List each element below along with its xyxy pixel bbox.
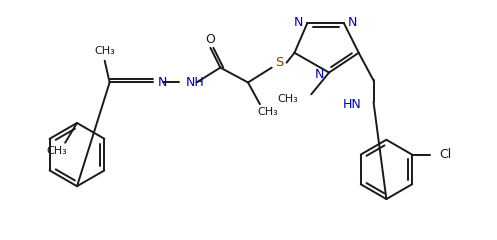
Text: NH: NH [186,76,204,89]
Text: N: N [348,16,357,29]
Text: CH₃: CH₃ [278,94,298,104]
Text: S: S [275,56,284,69]
Text: O: O [205,33,215,46]
Text: HN: HN [343,98,362,111]
Text: N: N [294,16,303,29]
Text: CH₃: CH₃ [47,146,68,156]
Text: Cl: Cl [440,148,452,161]
Text: CH₃: CH₃ [94,46,115,56]
Text: N: N [158,76,167,89]
Text: CH₃: CH₃ [257,107,278,117]
Text: N: N [315,68,324,81]
